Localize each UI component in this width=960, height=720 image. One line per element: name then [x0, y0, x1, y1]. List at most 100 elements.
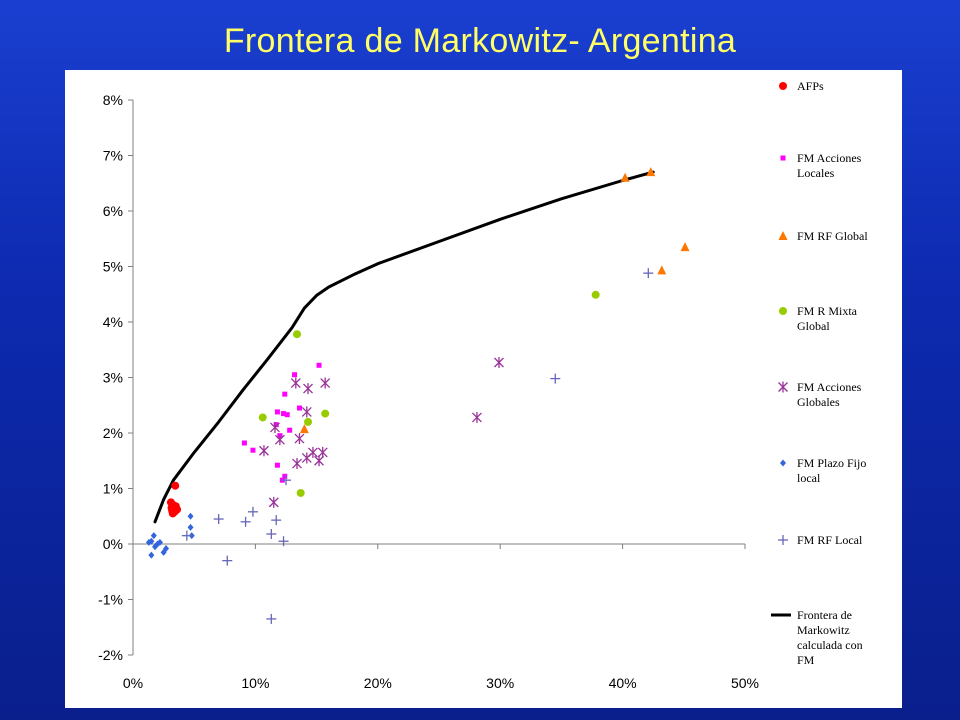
point-fm-plazo-fijo-local [187, 512, 194, 520]
point-fm-acciones-locales [287, 427, 293, 433]
point-fm-plazo-fijo-local [187, 523, 194, 531]
point-fm-acciones-globales [301, 452, 312, 464]
point-fm-rf-global [657, 265, 667, 275]
point-fm-acciones-locales [281, 411, 287, 417]
x-tick-label: 30% [486, 675, 514, 691]
axes: -2% -1% 0% 1% 2% 3% 4% 5% 6% 7% 8% 0% 10% 20% 30% 40% 50… [98, 92, 759, 691]
legend-label-afps: AFPs [797, 79, 824, 93]
point-fm-acciones-locales [296, 405, 302, 411]
legend-marker-fm-rf-global [778, 231, 788, 240]
point-fm-acciones-globales [268, 496, 279, 508]
point-fm-acciones-locales [274, 462, 280, 468]
y-tick-label: -1% [98, 592, 123, 608]
frontier-layer [153, 170, 655, 524]
legend-label-fm-plazo-fijo-local: FM Plazo Fijo [797, 456, 866, 470]
point-fm-acciones-globales [270, 421, 280, 433]
legend-marker-fm-r-mixta-global [779, 307, 787, 315]
legend-label-fm-rf-global: FM RF Global [797, 229, 868, 243]
x-tick-label: 10% [241, 675, 269, 691]
legend-label-frontier: calculada con [797, 638, 863, 652]
y-tick-label: 5% [103, 259, 123, 275]
point-afps [171, 481, 180, 490]
point-fm-r-mixta-global [296, 488, 305, 497]
legend-marker-afps [779, 82, 787, 90]
legend-label-fm-rf-local: FM RF Local [797, 533, 863, 547]
legend-label-frontier: Frontera de [797, 608, 852, 622]
point-fm-rf-local [181, 530, 192, 541]
point-fm-acciones-globales [290, 377, 301, 389]
point-fm-acciones-globales [471, 411, 482, 423]
point-fm-rf-local [266, 529, 277, 540]
y-tick-label: 8% [103, 92, 123, 108]
y-tick-label: 4% [103, 314, 123, 330]
legend-marker-fm-rf-local [778, 535, 788, 545]
legend-label-fm-r-mixta-global: FM R Mixta [797, 304, 858, 318]
point-fm-rf-local [550, 373, 561, 384]
y-tick-label: 2% [103, 425, 123, 441]
legend-label-fm-acciones-globales: FM Acciones [797, 380, 862, 394]
point-fm-acciones-globales [494, 357, 504, 369]
point-fm-acciones-locales [274, 409, 280, 415]
x-tick-label: 0% [123, 675, 143, 691]
y-tick-label: 0% [103, 536, 123, 552]
point-fm-acciones-globales [317, 446, 328, 458]
point-fm-rf-global [299, 424, 309, 434]
point-fm-rf-global [680, 242, 690, 252]
y-tick-label: 1% [103, 481, 123, 497]
point-fm-acciones-locales [282, 391, 288, 397]
point-fm-acciones-globales [294, 433, 305, 445]
point-fm-r-mixta-global [304, 417, 313, 426]
point-fm-rf-local [222, 555, 233, 566]
point-fm-rf-local [247, 506, 258, 517]
y-tick-label: 3% [103, 370, 123, 386]
legend-item-afps: AFPs [779, 79, 824, 93]
y-tick-label: -2% [98, 647, 123, 663]
legend-label-fm-acciones-locales: Locales [797, 166, 835, 180]
point-fm-rf-local [281, 475, 291, 486]
point-fm-plazo-fijo-local [145, 538, 152, 546]
markowitz-frontier-chart: -2% -1% 0% 1% 2% 3% 4% 5% 6% 7% 8% 0% 10% 20% 30% 40% 50… [98, 79, 868, 691]
legend-label-fm-acciones-locales: FM Acciones [797, 151, 862, 165]
point-fm-rf-local [213, 514, 224, 525]
point-fm-plazo-fijo-local [150, 532, 157, 540]
x-tick-label: 20% [364, 675, 392, 691]
point-fm-r-mixta-global [258, 413, 267, 422]
point-fm-acciones-globales [301, 406, 312, 418]
y-tick-label: 7% [103, 148, 123, 164]
point-fm-acciones-globales [303, 383, 313, 395]
point-fm-acciones-locales [284, 412, 290, 418]
point-fm-rf-local [643, 268, 654, 279]
point-fm-rf-local [266, 613, 277, 624]
point-fm-acciones-locales [241, 440, 247, 446]
point-fm-plazo-fijo-local [156, 538, 163, 546]
point-fm-rf-local [278, 536, 289, 547]
legend-marker-fm-plazo-fijo-local [780, 459, 786, 467]
slide-title: Frontera de Markowitz- Argentina [223, 22, 737, 60]
x-tick-label: 50% [731, 675, 759, 691]
frontier-line [153, 170, 655, 524]
legend-label-frontier: Markowitz [797, 623, 850, 637]
point-fm-plazo-fijo-local [160, 548, 167, 556]
point-fm-acciones-locales [282, 473, 288, 479]
point-fm-rf-local [240, 516, 251, 527]
legend-item-fm-rf-global: FM RF Global [778, 229, 868, 243]
legend-marker-fm-acciones-globales [778, 381, 788, 393]
point-fm-acciones-locales [250, 447, 256, 453]
legend-item-fm-rf-local: FM RF Local [778, 533, 863, 547]
point-fm-acciones-globales [320, 377, 331, 389]
point-fm-rf-global [646, 167, 656, 177]
point-fm-rf-local [271, 515, 282, 526]
point-afps [173, 505, 182, 514]
point-fm-rf-global [620, 172, 630, 182]
point-fm-plazo-fijo-local [152, 543, 159, 551]
point-fm-r-mixta-global [293, 330, 302, 339]
legend-label-frontier: FM [797, 653, 815, 667]
x-tick-label: 40% [609, 675, 637, 691]
chart-panel: -2% -1% 0% 1% 2% 3% 4% 5% 6% 7% 8% 0% 10% 20% 30% 40% 50… [65, 70, 902, 708]
point-fm-r-mixta-global [591, 290, 600, 299]
